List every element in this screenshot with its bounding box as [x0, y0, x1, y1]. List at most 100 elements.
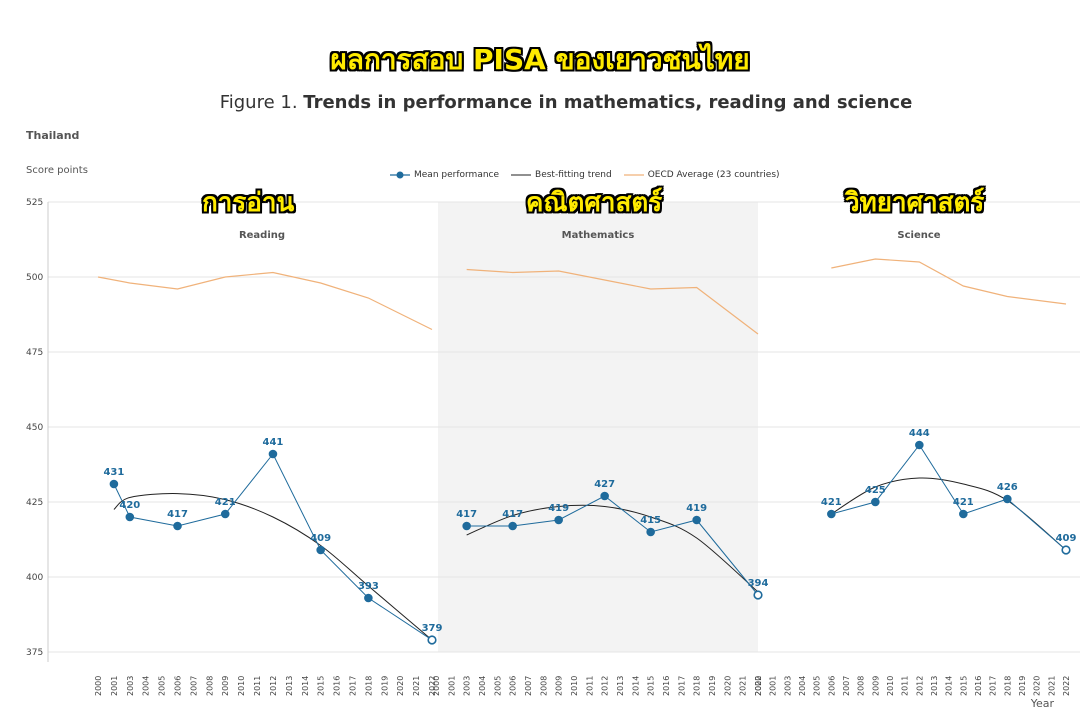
panel-1-label-2022: 394: [748, 578, 769, 589]
panel-0-oecd-line: [97, 271, 433, 331]
panel-0-label-2018: 393: [358, 581, 379, 592]
x-tick-1-2022: 2022: [754, 676, 763, 696]
panel-0-point-2018: [364, 593, 373, 603]
panel-1-oecd-line: [466, 268, 759, 335]
x-tick-1-2017: 2017: [677, 676, 686, 696]
x-tick-0-2008: 2008: [205, 676, 214, 696]
panel-1-point-2018: [692, 515, 701, 525]
panel-2-point-2009: [871, 497, 880, 507]
legend-oecd-swatch: [623, 174, 644, 176]
panel-0-mean-line: [113, 453, 433, 641]
x-tick-1-2018: 2018: [693, 676, 702, 696]
y-tick-500: 500: [26, 273, 43, 283]
legend-mean-label: Mean performance: [414, 170, 500, 180]
x-tick-1-2021: 2021: [739, 676, 748, 696]
x-tick-2-2006: 2006: [827, 676, 836, 696]
x-tick-2-2004: 2004: [798, 676, 807, 696]
panel-1-point-2009: [554, 515, 563, 525]
panel-1-point-2012: [600, 491, 609, 501]
panel-2-point-2015: [959, 509, 968, 519]
x-tick-1-2000: 2000: [432, 676, 441, 696]
panel-1-label-2006: 417: [502, 509, 523, 520]
x-tick-0-2003: 2003: [126, 676, 135, 696]
panel-0-label-2012: 441: [263, 437, 284, 448]
x-tick-2-2012: 2012: [915, 676, 924, 696]
x-tick-0-2001: 2001: [110, 676, 119, 696]
x-tick-2-2015: 2015: [959, 676, 968, 696]
x-tick-2-2007: 2007: [842, 676, 851, 696]
panel-0-thai-label: การอ่าน: [202, 188, 295, 218]
panel-1-label-2015: 415: [640, 515, 661, 526]
x-tick-2-2013: 2013: [930, 676, 939, 696]
panel-1-point-2022: [753, 590, 763, 600]
legend-oecd[interactable]: OECD Average (23 countries): [623, 170, 780, 180]
x-tick-1-2001: 2001: [447, 676, 456, 696]
x-tick-2-2017: 2017: [989, 676, 998, 696]
panel-0-point-2006: [173, 521, 182, 531]
x-tick-0-2007: 2007: [189, 676, 198, 696]
panel-2-label-2022: 409: [1056, 533, 1077, 544]
legend: Mean performance Best-fitting trend OECD…: [390, 170, 780, 180]
figure-title-text: Trends in performance in mathematics, re…: [303, 92, 913, 113]
panel-2-mean-line: [831, 444, 1067, 551]
panel-0-label-2015: 409: [310, 533, 331, 544]
panel-1-label-2003: 417: [456, 509, 477, 520]
y-tick-425: 425: [26, 498, 43, 508]
x-tick-1-2020: 2020: [723, 676, 732, 696]
panel-2-point-2022: [1061, 545, 1071, 555]
country-label: Thailand: [26, 129, 80, 142]
x-tick-2-2005: 2005: [813, 676, 822, 696]
x-tick-1-2003: 2003: [463, 676, 472, 696]
x-tick-1-2014: 2014: [631, 676, 640, 696]
panel-1-point-2006: [508, 521, 517, 531]
x-tick-1-2012: 2012: [601, 676, 610, 696]
x-tick-2-2001: 2001: [769, 676, 778, 696]
legend-trend-swatch: [511, 174, 532, 176]
x-tick-1-2019: 2019: [708, 676, 717, 696]
panel-0-point-2001: [109, 479, 119, 489]
figure-prefix: Figure 1.: [219, 92, 298, 113]
x-tick-1-2006: 2006: [509, 676, 518, 696]
x-tick-0-2013: 2013: [285, 676, 294, 696]
panel-0-point-2003: [125, 512, 135, 522]
x-tick-1-2016: 2016: [662, 676, 671, 696]
x-axis-label: Year: [1030, 697, 1054, 710]
x-tick-1-2010: 2010: [570, 676, 579, 696]
x-tick-2-2022: 2022: [1062, 676, 1071, 696]
panel-2-point-2018: [1003, 494, 1012, 504]
x-tick-1-2009: 2009: [555, 676, 564, 696]
legend-trend[interactable]: Best-fitting trend: [511, 170, 612, 180]
panel-0-label-2022: 379: [422, 623, 443, 634]
panel-2-label-2006: 421: [821, 497, 842, 508]
x-tick-2-2011: 2011: [901, 676, 910, 696]
x-tick-2-2014: 2014: [945, 676, 954, 696]
x-tick-0-2017: 2017: [348, 676, 357, 696]
x-tick-1-2007: 2007: [524, 676, 533, 696]
y-tick-450: 450: [26, 423, 43, 433]
panel-0-point-2012: [268, 449, 278, 459]
panel-0-point-2015: [316, 545, 325, 555]
y-tick-475: 475: [26, 348, 43, 358]
legend-mean[interactable]: Mean performance: [390, 170, 499, 180]
x-tick-2-2016: 2016: [974, 676, 983, 696]
x-tick-0-2014: 2014: [301, 676, 310, 696]
panel-0-label-2003: 420: [119, 500, 140, 511]
y-tick-525: 525: [26, 198, 43, 208]
x-tick-1-2011: 2011: [585, 676, 594, 696]
panel-0-label-2006: 417: [167, 509, 188, 520]
panel-1-title: Mathematics: [562, 230, 635, 241]
x-tick-0-2019: 2019: [380, 676, 389, 696]
x-tick-1-2008: 2008: [539, 676, 548, 696]
x-tick-0-2020: 2020: [396, 676, 405, 696]
panel-1-label-2012: 427: [594, 479, 615, 490]
panel-0-trend-line: [113, 493, 433, 641]
x-tick-0-2022: 2022: [428, 676, 437, 696]
panel-2-oecd-line: [831, 258, 1067, 305]
x-tick-1-2005: 2005: [493, 676, 502, 696]
panel-2-label-2012: 444: [909, 428, 930, 439]
panel-0-label-2009: 421: [215, 497, 236, 508]
x-tick-0-2011: 2011: [253, 676, 262, 696]
x-tick-1-2015: 2015: [647, 676, 656, 696]
x-tick-0-2015: 2015: [317, 676, 326, 696]
